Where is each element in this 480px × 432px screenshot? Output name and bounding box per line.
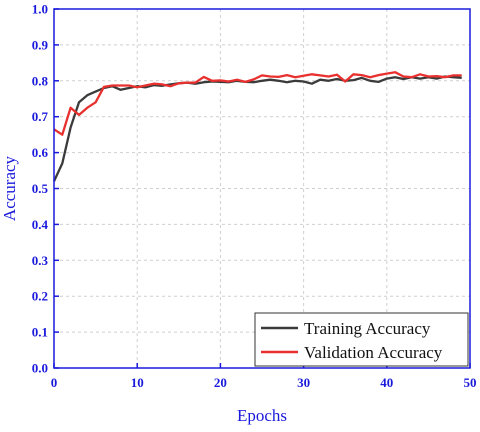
y-tick-label: 1.0 — [32, 2, 48, 17]
plot-frame — [53, 8, 471, 369]
legend: Training Accuracy Validation Accuracy — [254, 312, 469, 367]
legend-box — [254, 312, 469, 367]
axis-ticks: 0.0 0.1 0.2 0.3 0.4 0.5 0.6 0.7 0.8 0.9 1.0 0 10 20 30… — [32, 2, 477, 391]
y-tick-label: 0.9 — [32, 37, 49, 52]
legend-label: Training Accuracy — [304, 319, 431, 338]
y-tick-label: 0.7 — [32, 109, 49, 124]
series-line-training — [52, 75, 462, 182]
series-lines — [52, 71, 462, 182]
x-tick-label: 10 — [131, 375, 144, 390]
series-line-validation — [53, 71, 462, 136]
y-tick-label: 0.6 — [32, 145, 49, 160]
x-axis-label: Epochs — [237, 406, 287, 425]
x-tick-label: 50 — [464, 375, 477, 390]
y-tick-label: 0.8 — [32, 73, 49, 88]
y-tick-label: 0.4 — [32, 217, 49, 232]
x-tick-label: 20 — [214, 375, 227, 390]
y-axis-label: Accuracy — [0, 155, 19, 221]
y-tick-label: 0.3 — [32, 253, 49, 268]
x-tick-label: 0 — [51, 375, 58, 390]
y-tick-label: 0.2 — [32, 289, 48, 304]
y-tick-label: 0.1 — [32, 325, 48, 340]
y-tick-label: 0.5 — [32, 181, 49, 196]
y-tick-label: 0.0 — [32, 361, 48, 376]
legend-label: Validation Accuracy — [304, 343, 443, 362]
x-tick-label: 30 — [297, 375, 310, 390]
x-tick-label: 40 — [380, 375, 393, 390]
